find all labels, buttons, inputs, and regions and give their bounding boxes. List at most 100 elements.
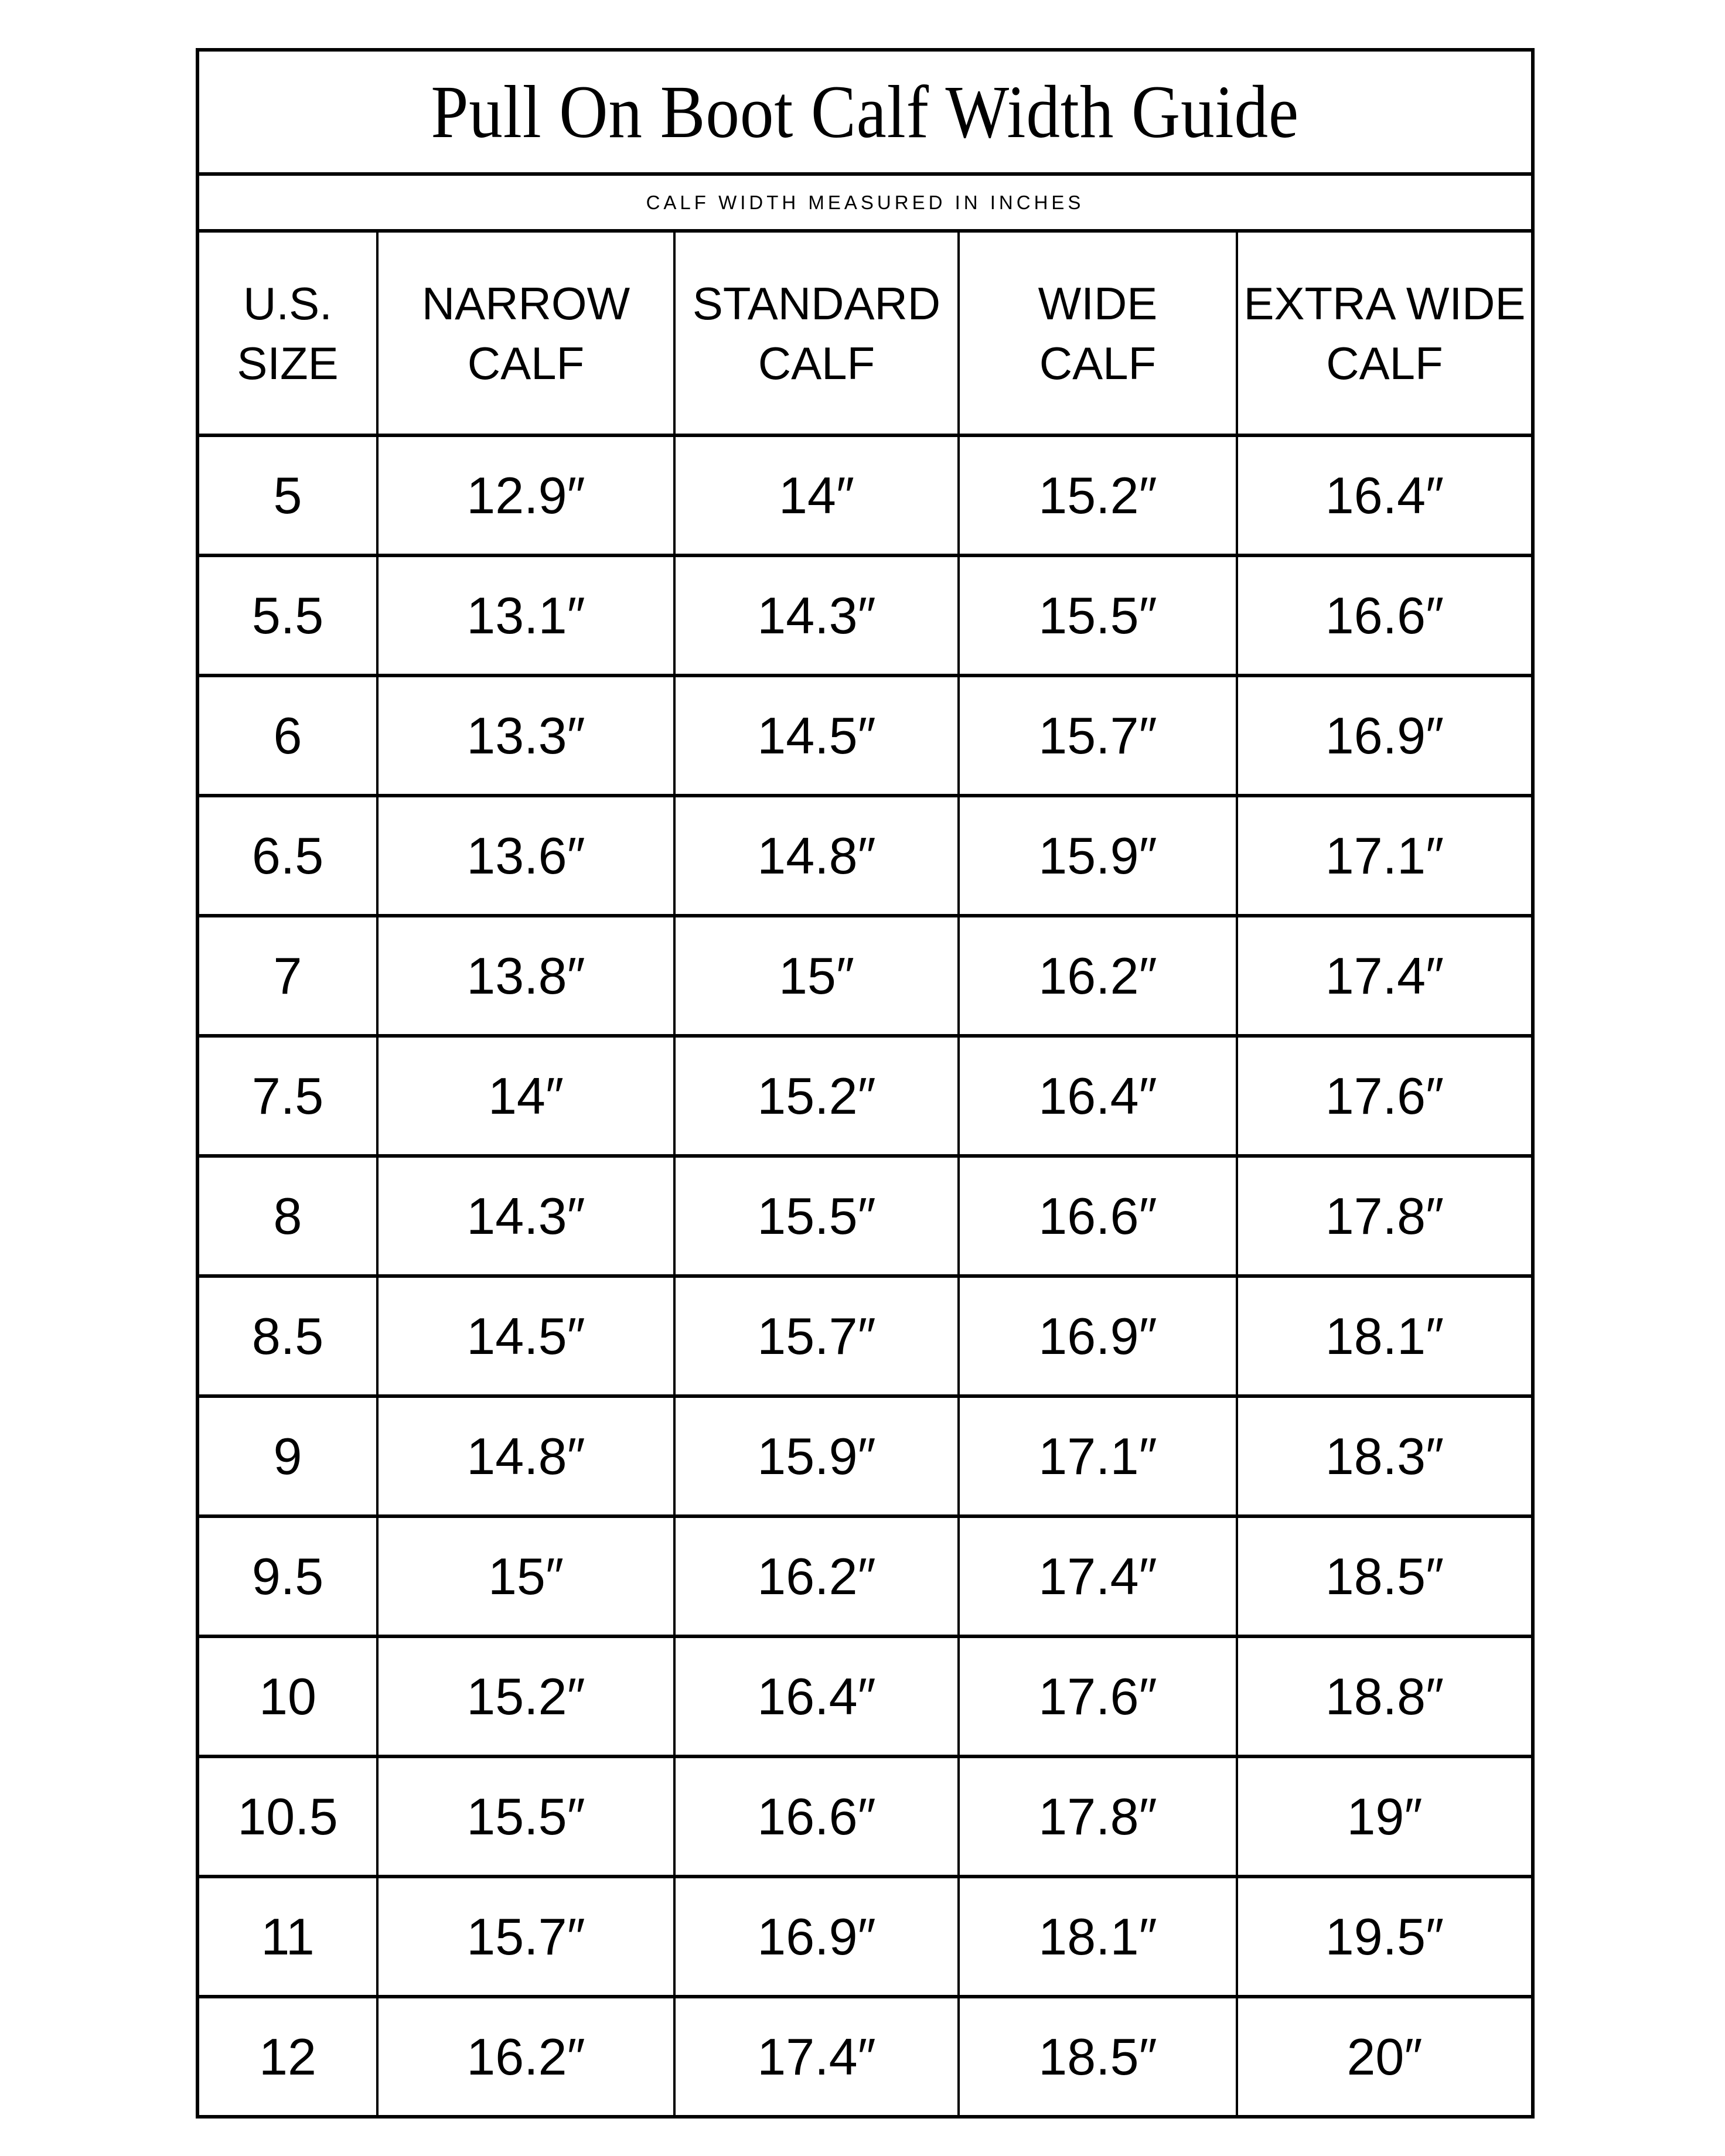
cell-wide-calf: 17.6″ bbox=[957, 1636, 1237, 1758]
column-header-standard-calf: STANDARD CALF bbox=[673, 233, 959, 437]
cell-us-size: 7 bbox=[199, 916, 377, 1038]
cell-narrow-calf: 13.6″ bbox=[376, 796, 674, 917]
cell-us-size: 9 bbox=[199, 1396, 377, 1518]
cell-us-size: 10 bbox=[199, 1636, 377, 1758]
cell-extra-wide-calf: 17.1″ bbox=[1236, 796, 1531, 917]
cell-narrow-calf: 15.7″ bbox=[376, 1877, 674, 1998]
guide-subtitle: CALF WIDTH MEASURED IN INCHES bbox=[199, 176, 1531, 233]
cell-us-size: 10.5 bbox=[199, 1756, 377, 1878]
column-header-line: CALF bbox=[1326, 337, 1443, 389]
column-header-line: EXTRA WIDE bbox=[1243, 277, 1526, 329]
cell-extra-wide-calf: 18.3″ bbox=[1236, 1396, 1531, 1518]
column-header-narrow-calf: NARROW CALF bbox=[376, 233, 674, 437]
cell-wide-calf: 15.9″ bbox=[957, 796, 1237, 917]
cell-us-size: 6.5 bbox=[199, 796, 377, 917]
cell-extra-wide-calf: 18.5″ bbox=[1236, 1516, 1531, 1638]
cell-standard-calf: 16.2″ bbox=[673, 1516, 959, 1638]
cell-us-size: 5.5 bbox=[199, 555, 377, 677]
table-row: 9 14.8″ 15.9″ 17.1″ 18.3″ bbox=[199, 1396, 1531, 1518]
table-row: 5.5 13.1″ 14.3″ 15.5″ 16.6″ bbox=[199, 555, 1531, 677]
column-header-line: CALF bbox=[758, 337, 875, 389]
cell-standard-calf: 14.8″ bbox=[673, 796, 959, 917]
table-row: 7.5 14″ 15.2″ 16.4″ 17.6″ bbox=[199, 1036, 1531, 1158]
cell-us-size: 6 bbox=[199, 676, 377, 797]
cell-standard-calf: 14.3″ bbox=[673, 555, 959, 677]
cell-extra-wide-calf: 18.8″ bbox=[1236, 1636, 1531, 1758]
cell-narrow-calf: 14″ bbox=[376, 1036, 674, 1158]
cell-narrow-calf: 14.3″ bbox=[376, 1156, 674, 1278]
cell-extra-wide-calf: 17.8″ bbox=[1236, 1156, 1531, 1278]
cell-extra-wide-calf: 16.6″ bbox=[1236, 555, 1531, 677]
cell-wide-calf: 18.5″ bbox=[957, 1997, 1237, 2115]
cell-extra-wide-calf: 20″ bbox=[1236, 1997, 1531, 2115]
cell-us-size: 8.5 bbox=[199, 1276, 377, 1398]
cell-extra-wide-calf: 18.1″ bbox=[1236, 1276, 1531, 1398]
column-header-line: U.S. bbox=[243, 277, 332, 329]
size-table: U.S. SIZE NARROW CALF STANDARD CALF WIDE CALF EX… bbox=[199, 233, 1531, 2115]
cell-us-size: 12 bbox=[259, 2027, 316, 2086]
cell-wide-calf: 18.1″ bbox=[957, 1877, 1237, 1998]
cell-narrow-calf: 14.5″ bbox=[376, 1276, 674, 1398]
table-row: 5 12.9″ 14″ 15.2″ 16.4″ bbox=[199, 435, 1531, 557]
cell-narrow-calf: 13.3″ bbox=[376, 676, 674, 797]
cell-us-size: 7.5 bbox=[199, 1036, 377, 1158]
column-header-line: CALF bbox=[1039, 337, 1157, 389]
column-header-line: CALF bbox=[467, 337, 585, 389]
cell-standard-calf: 16.4″ bbox=[673, 1636, 959, 1758]
table-row: 12 16.2″ 17.4″ 18.5″ 20″ bbox=[199, 1997, 1531, 2115]
cell-us-size: 5 bbox=[199, 435, 377, 557]
cell-wide-calf: 17.8″ bbox=[957, 1756, 1237, 1878]
column-header-line: SIZE bbox=[237, 337, 339, 389]
cell-wide-calf: 16.2″ bbox=[957, 916, 1237, 1038]
cell-narrow-calf: 16.2″ bbox=[376, 1997, 674, 2115]
cell-narrow-calf: 15″ bbox=[376, 1516, 674, 1638]
table-row: 7 13.8″ 15″ 16.2″ 17.4″ bbox=[199, 916, 1531, 1038]
cell-standard-calf: 15.2″ bbox=[673, 1036, 959, 1158]
cell-standard-calf: 15″ bbox=[673, 916, 959, 1038]
column-header-line: STANDARD bbox=[692, 277, 941, 329]
cell-wide-calf: 15.2″ bbox=[957, 435, 1237, 557]
cell-narrow-calf: 13.1″ bbox=[376, 555, 674, 677]
table-row: 10.5 15.5″ 16.6″ 17.8″ 19″ bbox=[199, 1756, 1531, 1878]
cell-narrow-calf: 14.8″ bbox=[376, 1396, 674, 1518]
table-row: 11 15.7″ 16.9″ 18.1″ 19.5″ bbox=[199, 1877, 1531, 1998]
cell-narrow-calf: 15.5″ bbox=[376, 1756, 674, 1878]
cell-wide-calf: 16.4″ bbox=[957, 1036, 1237, 1158]
column-header-line: NARROW bbox=[421, 277, 630, 329]
cell-standard-calf: 17.4″ bbox=[673, 1997, 959, 2115]
cell-extra-wide-calf: 19.5″ bbox=[1236, 1877, 1531, 1998]
cell-wide-calf: 15.5″ bbox=[957, 555, 1237, 677]
cell-wide-calf: 17.1″ bbox=[957, 1396, 1237, 1518]
table-row: 8 14.3″ 15.5″ 16.6″ 17.8″ bbox=[199, 1156, 1531, 1278]
cell-standard-calf: 15.9″ bbox=[673, 1396, 959, 1518]
cell-narrow-calf: 13.8″ bbox=[376, 916, 674, 1038]
cell-us-size: 11 bbox=[199, 1877, 377, 1998]
table-row: 10 15.2″ 16.4″ 17.6″ 18.8″ bbox=[199, 1636, 1531, 1758]
cell-us-size: 9.5 bbox=[199, 1516, 377, 1638]
cell-wide-calf: 17.4″ bbox=[957, 1516, 1237, 1638]
cell-standard-calf: 15.7″ bbox=[673, 1276, 959, 1398]
column-header-extra-wide-calf: EXTRA WIDE CALF bbox=[1236, 233, 1531, 437]
guide-title-cell: Pull On Boot Calf Width Guide bbox=[199, 52, 1531, 176]
table-row: 6.5 13.6″ 14.8″ 15.9″ 17.1″ bbox=[199, 796, 1531, 917]
cell-extra-wide-calf: 16.9″ bbox=[1236, 676, 1531, 797]
cell-standard-calf: 16.6″ bbox=[673, 1756, 959, 1878]
calf-width-guide: Pull On Boot Calf Width Guide CALF WIDTH… bbox=[196, 48, 1535, 2119]
cell-standard-calf: 16.9″ bbox=[673, 1877, 959, 1998]
cell-wide-calf: 15.7″ bbox=[957, 676, 1237, 797]
cell-extra-wide-calf: 17.4″ bbox=[1236, 916, 1531, 1038]
cell-wide-calf: 16.9″ bbox=[957, 1276, 1237, 1398]
column-header-us-size: U.S. SIZE bbox=[199, 233, 377, 437]
cell-extra-wide-calf: 16.4″ bbox=[1236, 435, 1531, 557]
guide-title: Pull On Boot Calf Width Guide bbox=[431, 70, 1300, 153]
cell-standard-calf: 15.5″ bbox=[673, 1156, 959, 1278]
cell-wide-calf: 16.6″ bbox=[957, 1156, 1237, 1278]
column-header-wide-calf: WIDE CALF bbox=[957, 233, 1237, 437]
cell-narrow-calf: 15.2″ bbox=[376, 1636, 674, 1758]
cell-extra-wide-calf: 17.6″ bbox=[1236, 1036, 1531, 1158]
table-row: 9.5 15″ 16.2″ 17.4″ 18.5″ bbox=[199, 1516, 1531, 1638]
cell-standard-calf: 14.5″ bbox=[673, 676, 959, 797]
cell-narrow-calf: 12.9″ bbox=[376, 435, 674, 557]
cell-standard-calf: 14″ bbox=[673, 435, 959, 557]
cell-extra-wide-calf: 19″ bbox=[1236, 1756, 1531, 1878]
